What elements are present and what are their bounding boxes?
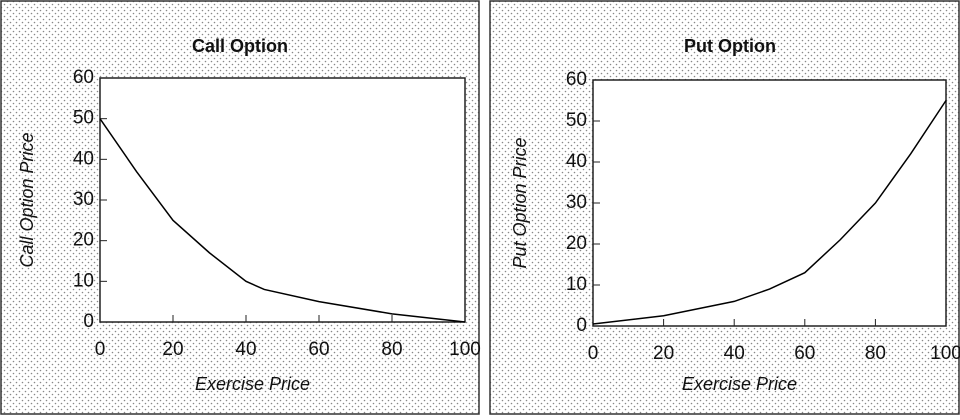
y-tick-label: 60	[566, 69, 587, 90]
y-tick-label: 0	[83, 311, 94, 332]
line-series	[99, 118, 466, 323]
y-axis-label: Call Option Price	[17, 132, 37, 267]
y-tick-label: 10	[73, 270, 94, 291]
plot-area	[592, 79, 947, 327]
y-tick-label: 40	[73, 148, 94, 169]
y-tick-label: 20	[73, 230, 94, 251]
x-tick-label: 40	[235, 339, 256, 360]
x-tick-label: 80	[381, 339, 402, 360]
x-axis-label: Exercise Price	[682, 374, 797, 394]
x-tick-label: 60	[308, 339, 329, 360]
plot-area	[99, 77, 466, 323]
x-tick-label: 100	[449, 339, 481, 360]
y-tick-label: 50	[73, 108, 94, 129]
x-tick-label: 80	[865, 343, 886, 364]
y-tick-label: 10	[566, 274, 587, 295]
x-tick-label: 100	[930, 343, 960, 364]
x-tick-label: 20	[653, 343, 674, 364]
y-tick-label: 0	[576, 315, 587, 336]
x-tick-label: 60	[794, 343, 815, 364]
y-tick-label: 20	[566, 233, 587, 254]
x-tick-label: 40	[724, 343, 745, 364]
line-series	[592, 100, 947, 325]
y-tick-label: 60	[73, 67, 94, 88]
x-axis-label: Exercise Price	[195, 374, 310, 394]
y-tick-label: 30	[73, 189, 94, 210]
x-tick-label: 20	[162, 339, 183, 360]
chart-title: Call Option	[192, 36, 288, 56]
chart-title: Put Option	[684, 36, 776, 56]
y-tick-label: 50	[566, 110, 587, 131]
y-axis-label: Put Option Price	[510, 137, 530, 268]
x-tick-label: 0	[588, 343, 599, 364]
x-tick-label: 0	[95, 339, 106, 360]
y-tick-label: 40	[566, 151, 587, 172]
y-tick-label: 30	[566, 192, 587, 213]
